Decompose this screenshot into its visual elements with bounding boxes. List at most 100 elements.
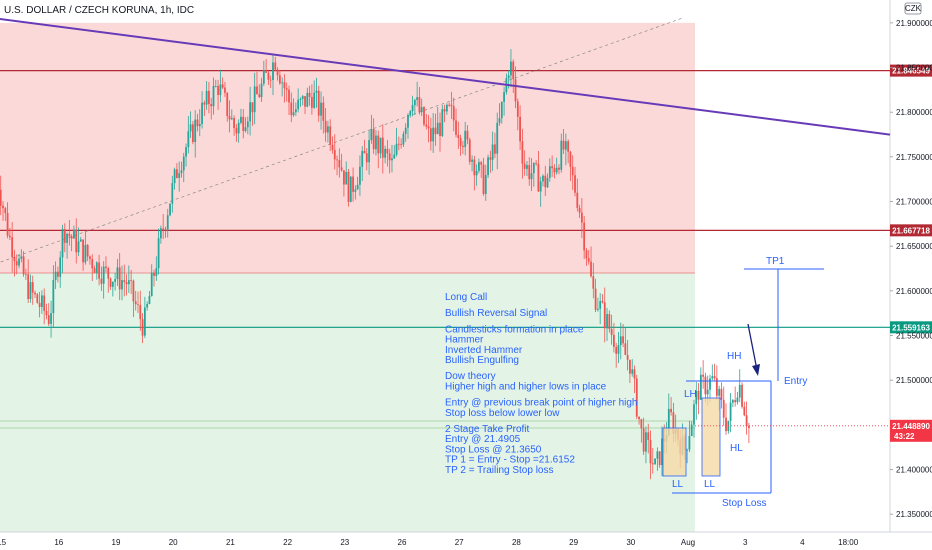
candle-body [50, 313, 52, 324]
candle-body [29, 282, 32, 300]
candle-body [77, 241, 80, 253]
candle-body [553, 168, 556, 173]
candle-body [459, 138, 462, 146]
note-line-15: 2 Stage Take Profit [445, 424, 530, 435]
y-tick-label-0: 21.900000 [896, 19, 932, 28]
candle-body [656, 451, 659, 459]
note-line-12: Entry @ previous break point of higher h… [445, 398, 637, 409]
candle-body [15, 261, 18, 266]
candle-body [523, 163, 526, 169]
candle-body [622, 336, 624, 344]
x-tick-label-3: 20 [169, 538, 178, 547]
candle-body [327, 126, 329, 133]
candle-body [52, 280, 55, 314]
candle-body [375, 135, 377, 150]
candle-body [741, 384, 743, 407]
candle-body [141, 319, 144, 336]
candle-body [274, 62, 277, 70]
swing-label-4: HL [730, 443, 743, 454]
level-label-0: 21.846549 [892, 67, 930, 76]
candle-body [178, 173, 181, 178]
candle-body [690, 424, 693, 436]
candle-body [585, 250, 588, 259]
candle-body [633, 369, 636, 379]
candle-body [500, 101, 503, 119]
candle-body [709, 378, 711, 390]
candle-body [457, 134, 460, 139]
candle-body [36, 294, 39, 303]
candle-body [571, 166, 574, 176]
candle-body [267, 72, 270, 80]
candle-body [116, 267, 119, 280]
x-tick-label-10: 29 [569, 538, 578, 547]
candle-body [482, 164, 485, 194]
level-label-2: 21.559163 [892, 323, 930, 332]
candle-body [212, 86, 215, 107]
candle-body [192, 124, 194, 143]
candle-body [402, 133, 405, 145]
note-line-4: Candlesticks formation in place [445, 324, 584, 335]
candle-body [635, 378, 638, 417]
candle-body [738, 384, 741, 398]
candle-body [180, 170, 183, 174]
candle-body [468, 139, 471, 162]
candle-body [654, 458, 656, 465]
candle-body [606, 314, 608, 329]
candle-body [729, 402, 732, 421]
candle-body [372, 129, 375, 150]
candle-body [132, 280, 135, 302]
y-tick-label-8: 21.500000 [896, 376, 932, 385]
candle-body [599, 301, 602, 309]
candle-body [210, 104, 213, 107]
candle-body [182, 156, 185, 171]
candle-body [420, 107, 423, 113]
candle-body [537, 163, 540, 192]
candle-body [432, 127, 435, 142]
candle-body [262, 70, 265, 84]
candle-body [57, 271, 59, 277]
candle-body [491, 144, 494, 160]
candle-body [528, 165, 531, 180]
candle-body [530, 173, 533, 180]
candle-body [304, 96, 306, 107]
candle-body [393, 154, 396, 159]
candle-body [166, 215, 169, 230]
candle-body [155, 268, 158, 276]
candle-body [503, 92, 505, 102]
candle-body [338, 160, 341, 168]
candle-body [340, 167, 343, 171]
candle-body [429, 128, 432, 142]
candle-body [301, 96, 304, 99]
candle-body [658, 451, 661, 466]
candle-body [6, 213, 9, 236]
candle-body [276, 69, 279, 76]
candle-body [613, 334, 615, 347]
candle-body [567, 141, 570, 152]
candle-body [169, 203, 171, 216]
note-line-18: TP 1 = Entry - Stop =21.6152 [445, 455, 575, 466]
candle-body [615, 346, 618, 354]
candle-body [649, 439, 652, 464]
y-tick-label-3: 21.750000 [896, 153, 932, 162]
x-tick-label-4: 21 [226, 538, 235, 547]
candle-body [272, 62, 274, 80]
candle-body [228, 116, 231, 120]
candle-body [496, 122, 499, 154]
candle-body [704, 376, 707, 395]
candle-body [299, 98, 302, 100]
candle-body [45, 310, 48, 316]
candle-body [645, 432, 647, 452]
x-tick-label-0: 15 [0, 538, 7, 547]
candle-body [354, 189, 357, 192]
candle-body [219, 84, 222, 95]
candle-body [230, 118, 233, 120]
candle-body [544, 175, 547, 188]
candle-body [601, 301, 604, 303]
candle-body [86, 244, 89, 257]
candle-body [404, 127, 407, 134]
candle-body [336, 159, 338, 161]
candle-body [70, 236, 73, 239]
candle-body [194, 119, 197, 143]
y-tick-label-4: 21.700000 [896, 198, 932, 207]
